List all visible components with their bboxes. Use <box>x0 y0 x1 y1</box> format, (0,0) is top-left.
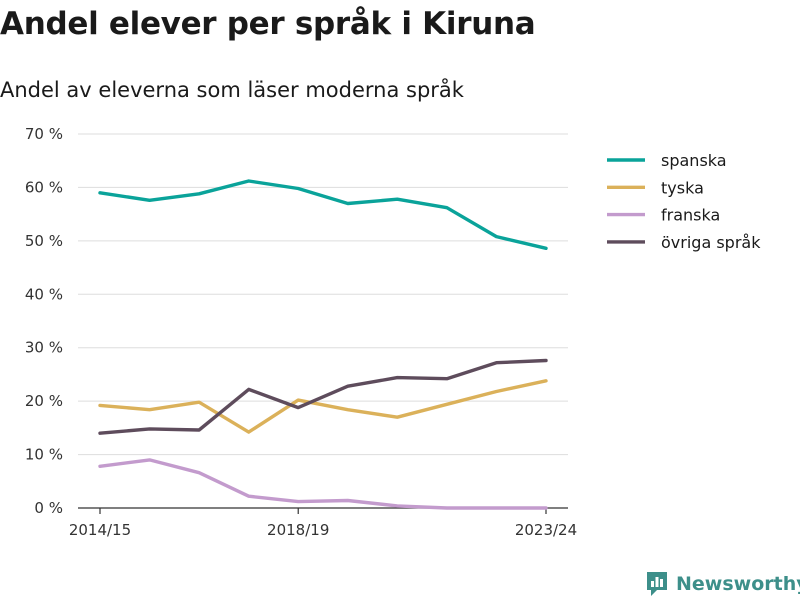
series-line-3 <box>98 358 548 435</box>
y-tick-label: 20 % <box>25 392 63 410</box>
legend-label: franska <box>661 206 720 225</box>
y-tick-label: 30 % <box>25 339 63 357</box>
newsworthy-logo: Newsworthy <box>645 570 800 598</box>
x-tick-label: 2023/24 <box>515 521 577 539</box>
y-axis-ticks: 0 % 10 % 20 % 30 % 40 % 50 % 60 % 70 % <box>25 125 63 517</box>
x-tick-label: 2014/15 <box>69 521 131 539</box>
series-line-1 <box>98 379 548 434</box>
series-line-0 <box>98 179 548 251</box>
y-tick-label: 50 % <box>25 232 63 250</box>
x-axis: 2014/15 2018/19 2023/24 <box>69 507 577 539</box>
grid-lines <box>78 133 568 456</box>
y-tick-label: 0 % <box>34 499 63 517</box>
series-lines <box>98 179 548 510</box>
newsworthy-logo-icon <box>647 572 667 596</box>
y-tick-label: 70 % <box>25 125 63 143</box>
chart-title: Andel elever per språk i Kiruna <box>0 6 536 42</box>
chart-subtitle: Andel av eleverna som läser moderna språ… <box>0 78 464 102</box>
legend-label: spanska <box>661 151 727 170</box>
y-tick-label: 60 % <box>25 178 63 196</box>
x-tick-label: 2018/19 <box>267 521 329 539</box>
legend-label: tyska <box>661 178 704 197</box>
series-line-2 <box>98 458 548 510</box>
y-tick-label: 10 % <box>25 446 63 464</box>
legend-label: övriga språk <box>661 233 761 252</box>
legend: spanska tyska franska övriga språk <box>607 151 761 252</box>
brand-name: Newsworthy <box>676 573 800 595</box>
y-tick-label: 40 % <box>25 285 63 303</box>
